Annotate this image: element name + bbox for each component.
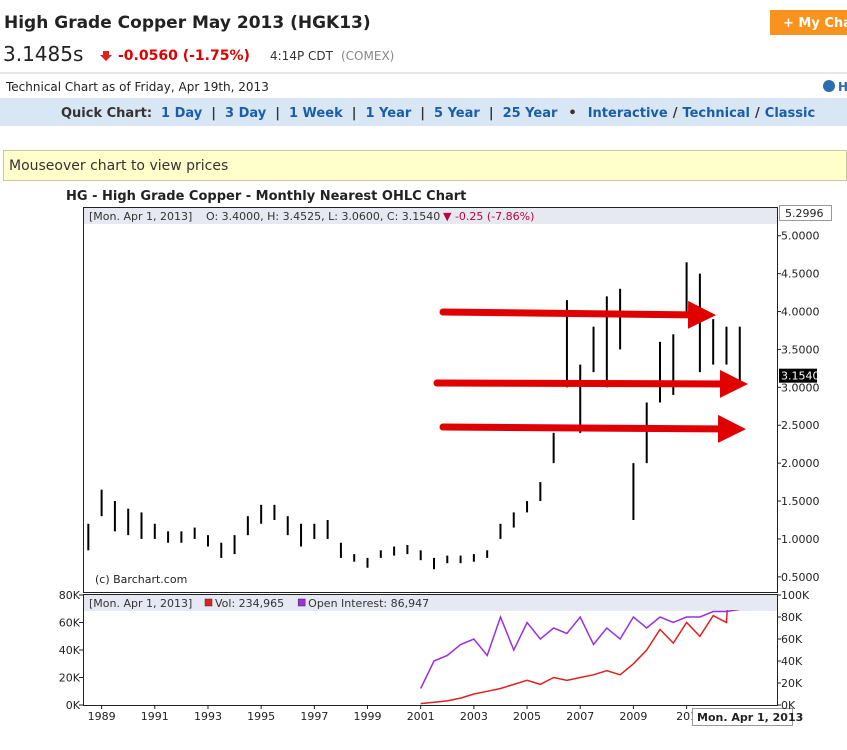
legend-swatch [204, 598, 213, 607]
y-tick-label: 60K [59, 617, 81, 630]
y-tick-label: 1.5000 [781, 495, 820, 508]
y2-tick-label: 60K [781, 633, 803, 646]
y-tick-label: 1.0000 [781, 533, 820, 546]
annotation-arrows [433, 300, 748, 443]
max-label: 5.2996 [785, 207, 824, 220]
x-tick-label: 2001 [407, 710, 435, 723]
x-tick-label: 1995 [247, 710, 275, 723]
volume-date: [Mon. Apr 1, 2013] [89, 597, 192, 610]
quick-label: Quick Chart: [61, 106, 152, 121]
volume-header [84, 595, 777, 611]
price-date: [Mon. Apr 1, 2013] [89, 210, 192, 223]
watermark: (c) Barchart.com [95, 573, 187, 586]
legend-swatch [297, 598, 306, 607]
bullet: • [568, 106, 576, 121]
notice: Mouseover chart to view prices [9, 158, 228, 174]
notice-box [3, 150, 847, 181]
y-tick-label: 2.0000 [781, 457, 820, 470]
quick-chart-bar [0, 98, 847, 126]
date-box [692, 708, 793, 726]
y-tick-label: 2.5000 [781, 419, 820, 432]
quick-link[interactable]: 25 Year [503, 106, 558, 121]
y2-tick-label: 0K [781, 699, 796, 712]
ohlc-info: O: 3.4000, H: 3.4525, L: 3.0600, C: 3.15… [206, 210, 440, 223]
x-tick-label: 2007 [566, 710, 594, 723]
separator: | [211, 106, 216, 121]
x-tick-label: 201 [676, 710, 697, 723]
y-tick-label: 3.0000 [781, 381, 820, 394]
max-box [779, 205, 832, 221]
last-price: 3.1485s [3, 42, 83, 66]
arrow [439, 414, 746, 443]
page-title: High Grade Copper May 2013 (HGK13) [4, 13, 371, 33]
date-box-label: Mon. Apr 1, 2013 [697, 711, 803, 724]
series-line [420, 610, 728, 705]
y-tick-label: 40K [59, 644, 81, 657]
exchange: (COMEX) [341, 49, 394, 63]
style-link[interactable]: Technical [682, 106, 750, 121]
separator: | [489, 106, 494, 121]
y-tick-label: 0.5000 [781, 571, 820, 584]
arrow [439, 300, 716, 329]
period-change: ▼ -0.25 (-7.86%) [443, 210, 534, 223]
legend-label: Open Interest: 86,947 [308, 597, 429, 610]
x-tick-label: 1993 [194, 710, 222, 723]
y-tick-label: 5.0000 [781, 230, 820, 243]
y-tick-label: 4.0000 [781, 306, 820, 319]
x-tick-label: 1991 [141, 710, 169, 723]
x-tick-label: 2009 [619, 710, 647, 723]
x-tick-label: 1989 [88, 710, 116, 723]
last-label: 3.1540 [781, 370, 820, 383]
quick-link[interactable]: 1 Week [289, 106, 343, 121]
y-tick-label: 4.5000 [781, 268, 820, 281]
separator: / [673, 106, 678, 121]
help-label[interactable]: H [838, 80, 847, 94]
quick-link[interactable]: 3 Day [225, 106, 267, 121]
x-tick-label: 2003 [460, 710, 488, 723]
subheading: Technical Chart as of Friday, Apr 19th, … [5, 80, 269, 94]
last-box [779, 368, 817, 383]
quick-link[interactable]: 1 Day [161, 106, 203, 121]
my-chart-button[interactable] [770, 10, 847, 35]
arrow [433, 369, 748, 398]
y2-tick-label: 80K [781, 611, 803, 624]
y2-tick-label: 20K [781, 677, 803, 690]
quote-time: 4:14P CDT [270, 49, 334, 63]
legend-label: Vol: 234,965 [215, 597, 284, 610]
y-tick-label: 80K [59, 589, 81, 602]
y2-tick-label: 40K [781, 655, 803, 668]
separator: | [275, 106, 280, 121]
x-tick-label: 2005 [513, 710, 541, 723]
y-tick-label: 20K [59, 672, 81, 685]
button-label[interactable]: + My Cha [783, 16, 847, 31]
price-panel [83, 207, 778, 593]
series-line [420, 610, 740, 689]
quick-chart: Quick Chart: 1 Day | 3 Day | 1 Week | 1 Year | 5 … [61, 106, 815, 121]
price-change: -0.0560 (-1.75%) [118, 48, 250, 64]
separator: | [352, 106, 357, 121]
price-header [84, 208, 777, 224]
x-tick-label: 1999 [354, 710, 382, 723]
down-arrow [100, 51, 112, 61]
x-tick-label: 1997 [300, 710, 328, 723]
y-tick-label: 0K [66, 699, 81, 712]
volume-panel [83, 594, 778, 706]
chart-title: HG - High Grade Copper - Monthly Nearest… [66, 189, 466, 204]
quick-link[interactable]: 1 Year [365, 106, 411, 121]
separator: | [420, 106, 425, 121]
y-tick-label: 3.5000 [781, 343, 820, 356]
quick-link[interactable]: 5 Year [434, 106, 480, 121]
style-link[interactable]: Interactive [588, 106, 668, 121]
separator: / [755, 106, 760, 121]
help-icon[interactable] [823, 80, 835, 92]
style-link[interactable]: Classic [765, 106, 815, 121]
y2-tick-label: 100K [781, 589, 810, 602]
